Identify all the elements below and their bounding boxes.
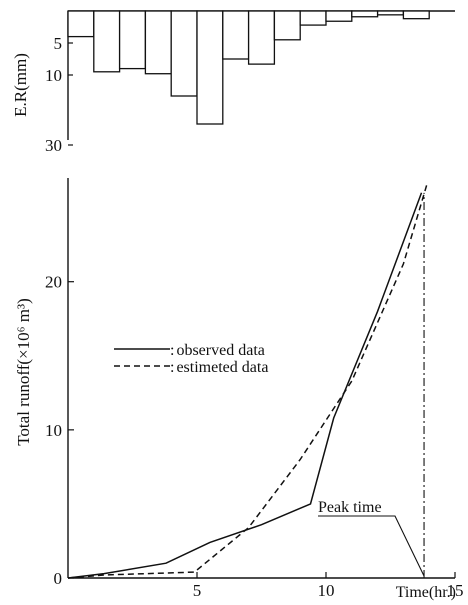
legend-estimated-label: : estimeted data (170, 359, 268, 376)
rainfall-bar (325, 10, 353, 22)
runoff-axes (67, 178, 455, 579)
runoff-x-ticks: 5 10 15 (193, 572, 464, 600)
rainfall-y-tick-label: 10 (45, 66, 62, 85)
runoff-y-tick-label: 0 (54, 569, 63, 588)
estimated-data-line (67, 185, 428, 579)
rainfall-y-tick-label: 30 (45, 136, 62, 155)
rainfall-panel: 5 10 30 E.R(mm) (11, 10, 455, 155)
runoff-x-tick-label: 10 (318, 581, 335, 600)
rainfall-bar (402, 10, 430, 20)
rainfall-bar (376, 10, 405, 16)
runoff-x-tick-label: 5 (193, 581, 202, 600)
rainfall-y-axis-label: E.R(mm) (11, 53, 30, 117)
rainfall-y-tick-label: 5 (54, 34, 63, 53)
rainfall-bar (144, 10, 172, 75)
rainfall-y-ticks: 5 10 30 (45, 34, 73, 155)
runoff-y-tick-label: 10 (45, 421, 62, 440)
runoff-panel: 0 10 20 5 10 15 Peak time Total runoff(×10⁶ … (14, 178, 464, 601)
rainfall-bar (247, 10, 276, 65)
rainfall-bar (67, 10, 95, 38)
peak-time-leader (318, 515, 425, 577)
peak-time-label: Peak time (318, 499, 382, 516)
observed-data-line (67, 192, 423, 579)
runoff-y-axis-label: Total runoff(×10⁶ m³) (14, 298, 33, 446)
legend-observed-label: : observed data (170, 342, 265, 359)
rainfall-bar (118, 10, 147, 70)
runoff-y-ticks: 0 10 20 (45, 273, 74, 588)
rainfall-bar (299, 10, 327, 26)
runoff-y-tick-label: 20 (45, 273, 62, 292)
rainfall-bar (273, 10, 301, 41)
legend: : observed data : estimeted data (114, 342, 268, 376)
rainfall-bar (222, 10, 250, 60)
rainfall-bar (351, 10, 379, 18)
rainfall-bar (93, 10, 121, 73)
rainfall-bars (67, 10, 430, 125)
runoff-x-tick-label: 15 (447, 581, 464, 600)
rainfall-bar (170, 10, 198, 97)
rainfall-bar (196, 10, 224, 125)
runoff-x-axis-label: Time(hr.) (396, 584, 456, 601)
